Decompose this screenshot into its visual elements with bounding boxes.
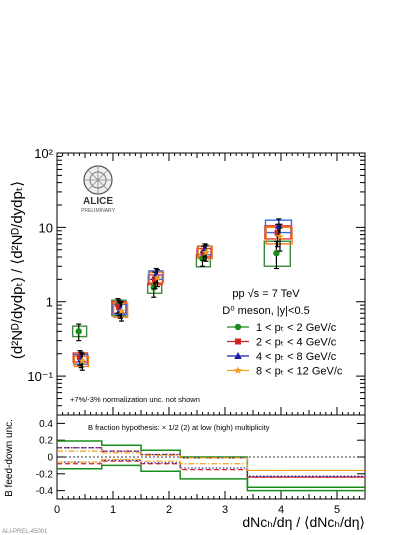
data-point (275, 221, 283, 229)
footer-label: ALI-PREL-45001 (2, 529, 48, 535)
feeddown-step-upper (57, 450, 365, 472)
alice-logo-subtext: PRELIMINARY (81, 208, 115, 214)
y-tick-label: 1 (46, 295, 53, 310)
x-tick-label: 4 (278, 504, 284, 516)
system-label: pp √s = 7 TeV (232, 288, 300, 300)
x-axis-title: dNᴄₕ/dη / ⟨dNᴄₕ/dη⟩ (242, 514, 365, 530)
legend-marker (234, 366, 242, 374)
x-tick-label: 2 (166, 504, 172, 516)
data-point (150, 284, 157, 291)
legend: 1 < pₜ < 2 GeV/c 2 < pₜ < 4 GeV/c 4 < pₜ <… (227, 322, 343, 378)
data-point (153, 273, 162, 282)
legend-marker (234, 352, 242, 359)
alice-logo-text: ALICE (83, 196, 113, 207)
y-tick-label: 10⁻¹ (27, 369, 53, 384)
y-tick-label: 10 (39, 220, 53, 235)
alice-logo: ALICE PRELIMINARY (81, 165, 116, 214)
legend-label: 8 < pₜ < 12 GeV/c (256, 366, 343, 378)
bottom-y-axis-title: B feed-down unc. (4, 419, 15, 497)
normalization-note: +7%/-3% normalization unc. not shown (70, 395, 200, 404)
bottom-y-tick-label: -0.2 (36, 469, 54, 480)
data-point (116, 303, 123, 310)
top-y-axis-title: (d²Nᴰ/dydpₜ) / ⟨d²Nᴰ/dydpₜ⟩ (9, 181, 26, 359)
legend-label: 4 < pₜ < 8 GeV/c (256, 351, 337, 363)
data-point (276, 232, 284, 241)
data-point (76, 354, 83, 361)
feeddown-step-lower (57, 464, 365, 492)
bottom-y-tick-label: 0 (47, 453, 53, 464)
legend-label: 1 < pₜ < 2 GeV/c (256, 322, 337, 334)
y-tick-label: 10² (34, 146, 53, 161)
x-tick-label: 0 (54, 504, 60, 516)
feeddown-step-upper (57, 447, 365, 477)
data-point (117, 306, 126, 315)
data-point (78, 356, 87, 365)
bottom-y-tick-label: -0.4 (36, 486, 54, 497)
x-tick-label: 5 (334, 504, 340, 516)
feeddown-step-lower (57, 458, 365, 472)
data-point (202, 248, 211, 256)
legend-marker (234, 323, 242, 331)
legend-label: 2 < pₜ < 4 GeV/c (256, 337, 337, 349)
feeddown-step-lower (57, 460, 365, 478)
feeddown-step-upper (57, 447, 365, 478)
feeddown-step-upper (57, 440, 365, 488)
feeddown-step-lower (57, 459, 365, 477)
data-point (75, 328, 82, 335)
bottom-y-tick-label: 0.4 (39, 419, 53, 430)
top-panel-content: 10⁻¹ 1 10 10² (27, 146, 366, 416)
syst-box (71, 325, 88, 338)
data-point (274, 229, 281, 236)
bottom-panel-content: -0.4 -0.2 0 0.2 0.4 0 1 2 3 4 5 (36, 419, 366, 516)
data-point (151, 276, 158, 283)
x-tick-label: 1 (110, 504, 116, 516)
bottom-y-tick-label: 0.2 (39, 436, 53, 447)
x-tick-label: 3 (222, 504, 228, 516)
bottom-annotation: B fraction hypothesis: × 1/2 (2) at low … (88, 423, 270, 432)
meson-label: D⁰ meson, |y|<0.5 (222, 305, 309, 317)
legend-marker (235, 338, 241, 345)
